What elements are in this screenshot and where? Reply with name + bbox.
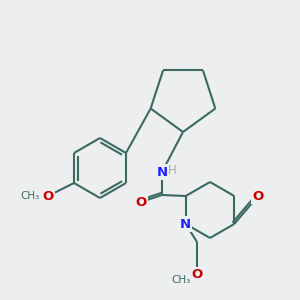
Text: O: O — [252, 190, 264, 202]
Text: N: N — [180, 218, 191, 230]
Text: O: O — [135, 196, 147, 208]
Text: N: N — [156, 166, 168, 178]
Text: H: H — [168, 164, 176, 178]
Text: O: O — [42, 190, 54, 202]
Text: CH₃: CH₃ — [171, 275, 190, 285]
Text: CH₃: CH₃ — [20, 191, 40, 201]
Text: O: O — [191, 268, 203, 281]
